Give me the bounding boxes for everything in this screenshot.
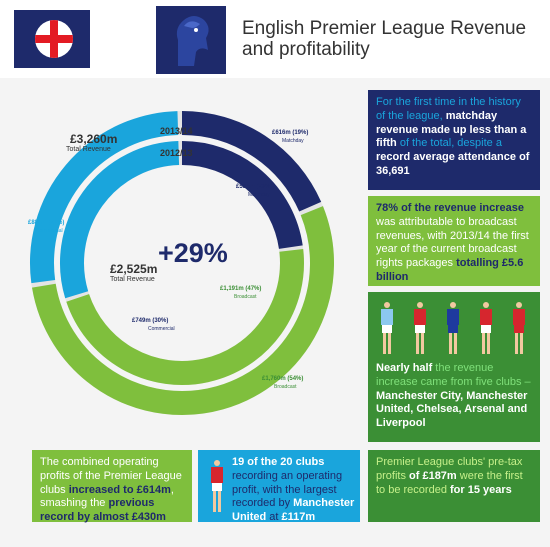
text-segment: was attributable to broadcast revenues, …: [376, 215, 529, 269]
donut-slice-broadcast-2013-14: [32, 206, 334, 416]
text-segment: the revenue increase came from five club…: [376, 362, 531, 388]
text-segment: totalling £5.6 billion: [376, 257, 524, 283]
player-icon: [512, 302, 526, 354]
total-inner-label: Total Revenue: [110, 276, 155, 283]
player-icon: [479, 302, 493, 354]
text-segment: The combined operating profits of the Pr…: [40, 456, 182, 496]
revenue-donut-chart: £3,260m Total Revenue £2,525m Total Reve…: [0, 100, 360, 440]
header-bar: [0, 0, 550, 78]
page-title: English Premier League Revenue and profi…: [242, 18, 527, 60]
text-segment: For the first time in the history of the…: [376, 96, 521, 122]
season-2012-13-label: 2012/13: [160, 148, 193, 158]
text-segment: 78% of the revenue increase: [376, 202, 524, 214]
commercial-outer-label: £884m (27%): [28, 220, 65, 226]
broadcast-inner-sub: Broadcast: [234, 294, 257, 300]
commercial-outer-sub: Commercial: [36, 228, 63, 234]
matchday-fact-box: For the first time in the history of the…: [368, 90, 540, 190]
matchday-outer-sub: Matchday: [282, 138, 304, 144]
donut-slice-matchday-2013-14: [181, 111, 322, 212]
growth-percent: +29%: [158, 238, 228, 268]
matchday-inner-label: £585m (23%): [236, 184, 273, 190]
donut-svg: [30, 111, 334, 416]
total-outer-value: £3,260m: [70, 132, 118, 146]
nineteen-clubs-fact-box: 19 of the 20 clubs recording an operatin…: [198, 450, 360, 525]
broadcast-outer-sub: Broadcast: [274, 384, 297, 390]
matchday-inner-sub: Matchday: [248, 192, 270, 198]
text-segment: record average attendance of 36,691: [376, 151, 530, 177]
england-flag-icon: [35, 20, 73, 58]
five-clubs-text: Nearly half the revenue increase came fr…: [376, 362, 536, 431]
text-segment: previous record by almost £430m: [40, 497, 166, 523]
england-flag-panel: [14, 10, 90, 68]
donut-slice-matchday-2012-13: [181, 141, 303, 250]
player-icon: [380, 302, 394, 354]
donut-slice-commercial-2012-13: [60, 141, 180, 299]
donut-slice-broadcast-2012-13: [66, 249, 304, 385]
pretax-profit-fact-box: Premier League clubs' pre-tax profits of…: [368, 450, 540, 522]
player-icon: [413, 302, 427, 354]
text-segment: were the first to be recorded: [376, 469, 523, 496]
operating-profit-fact-box: The combined operating profits of the Pr…: [32, 450, 192, 523]
broadcast-fact-box: 78% of the revenue increase was attribut…: [368, 196, 540, 286]
donut-slice-commercial-2013-14: [30, 111, 179, 284]
text-segment: of £187m: [409, 469, 457, 482]
five-clubs-fact-box: Nearly half the revenue increase came fr…: [368, 292, 540, 442]
text-segment: of the total, despite a: [396, 137, 502, 150]
nineteen-clubs-text: 19 of the 20 clubs recording an operatin…: [232, 456, 356, 525]
premier-league-lion-logo: [156, 6, 226, 74]
commercial-inner-label: £749m (30%): [132, 318, 169, 324]
text-segment: , smashing the: [40, 483, 174, 510]
lion-icon: [176, 16, 209, 66]
player-icon: [446, 302, 460, 354]
players-illustration: [376, 302, 532, 354]
matchday-outer-label: £616m (19%): [272, 130, 309, 136]
text-segment: Manchester United: [232, 497, 355, 523]
broadcast-inner-label: £1,191m (47%): [220, 286, 262, 292]
commercial-inner-sub: Commercial: [148, 326, 175, 332]
text-segment: recording an operating profit, with the …: [232, 469, 343, 510]
text-segment: increased to £614m: [68, 483, 171, 496]
total-outer-label: Total Revenue: [66, 146, 111, 153]
text-segment: Premier League clubs' pre-tax profits: [376, 456, 523, 482]
text-segment: £117m: [281, 511, 316, 523]
text-segment: Nearly half: [376, 362, 433, 374]
text-segment: at: [266, 511, 282, 523]
man-united-player-icon: [210, 460, 224, 512]
text-segment: for 15 years: [450, 483, 512, 496]
text-segment: matchday revenue made up less than a fif…: [376, 109, 527, 150]
season-2013-14-label: 2013/14: [160, 126, 193, 136]
text-segment: Manchester City, Manchester United, Chel…: [376, 389, 528, 430]
text-segment: 19 of the 20 clubs: [232, 456, 325, 468]
broadcast-outer-label: £1,760m (54%): [262, 376, 304, 382]
total-inner-value: £2,525m: [110, 262, 158, 276]
